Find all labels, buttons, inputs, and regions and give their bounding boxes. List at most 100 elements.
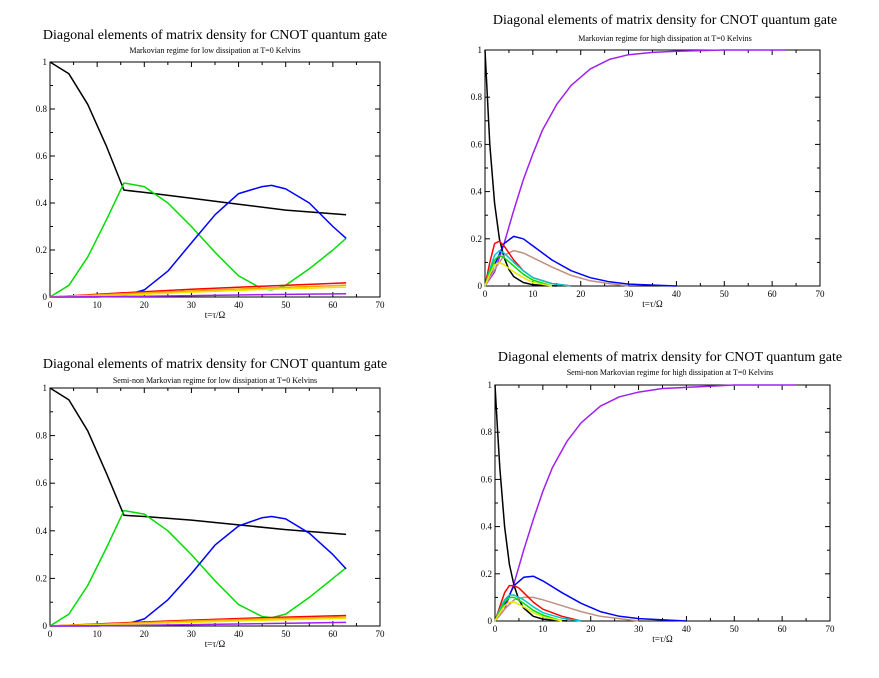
- x-axis-label: t=τ/Ω: [205, 639, 226, 649]
- y-tick-label: 1: [43, 383, 48, 393]
- x-tick-label: 20: [576, 289, 586, 299]
- x-tick-label: 60: [768, 289, 778, 299]
- x-tick-label: 70: [826, 624, 836, 634]
- x-tick-label: 20: [586, 624, 596, 634]
- x-tick-label: 20: [140, 629, 150, 639]
- x-tick-label: 40: [682, 624, 692, 634]
- series-line-purple: [494, 384, 796, 622]
- series-line-black: [49, 61, 347, 216]
- chart-panel-semi-non-markovian-low: Diagonal elements of matrix density for …: [0, 340, 420, 675]
- x-tick-label: 40: [672, 289, 682, 299]
- y-tick-label: 1: [43, 57, 48, 67]
- chart-subtitle: Semi-non Markovian regime for high dissi…: [566, 368, 774, 377]
- y-tick-label: 0: [43, 292, 48, 302]
- plot-frame: [49, 61, 381, 298]
- y-tick-label: 0.6: [471, 139, 483, 149]
- y-tick-label: 0.6: [36, 151, 48, 161]
- y-tick-label: 0.6: [36, 478, 48, 488]
- plot-frame: [494, 384, 831, 622]
- chart-title: Diagonal elements of matrix density for …: [42, 28, 388, 43]
- series-line-cyan: [494, 594, 582, 622]
- series-line-yellow: [494, 601, 563, 622]
- y-tick-label: 0.4: [471, 187, 483, 197]
- y-tick-label: 0.4: [481, 522, 493, 532]
- series-line-purple: [484, 49, 786, 287]
- chart-subtitle: Markovian regime for low dissipation at …: [129, 46, 301, 55]
- y-tick-label: 0: [43, 621, 48, 631]
- y-tick-label: 0.6: [481, 474, 493, 484]
- x-tick-label: 20: [140, 300, 150, 310]
- series-line-yellow: [484, 261, 553, 287]
- x-tick-label: 60: [778, 624, 788, 634]
- chart-panel-markovian-low: Diagonal elements of matrix density for …: [0, 0, 420, 330]
- series-line-red: [494, 584, 582, 622]
- y-tick-label: 1: [478, 45, 483, 55]
- series-line-violet: [49, 621, 347, 627]
- series-line-green: [49, 509, 347, 627]
- series-line-blue: [484, 235, 677, 287]
- y-tick-label: 0.4: [36, 198, 48, 208]
- chart-svg: 0 10 20 30 40 50 60 70 t=τ/Ω 0 0.2 0.4 0.6 0.8 1: [36, 57, 386, 320]
- x-tick-label: 60: [328, 300, 338, 310]
- series-line-green: [494, 596, 563, 622]
- x-tick-label: 30: [624, 289, 634, 299]
- series-line-yellow: [49, 617, 347, 627]
- x-tick-label: 0: [483, 289, 488, 299]
- x-tick-label: 10: [538, 624, 548, 634]
- series-line-violet: [49, 292, 347, 298]
- x-axis-label: t=τ/Ω: [642, 299, 663, 309]
- chart-subtitle: Semi-non Markovian regime for low dissip…: [112, 376, 318, 385]
- y-tick-label: 0.2: [36, 245, 47, 255]
- y-tick-label: 0.8: [481, 427, 493, 437]
- series-line-black: [484, 49, 557, 287]
- x-tick-label: 50: [720, 289, 730, 299]
- y-tick-label: 0.4: [36, 526, 48, 536]
- y-tick-label: 1: [488, 380, 493, 390]
- y-tick-label: 0.8: [36, 431, 48, 441]
- x-tick-label: 50: [730, 624, 740, 634]
- chart-title: Diagonal elements of matrix density for …: [497, 350, 843, 365]
- x-tick-label: 60: [328, 629, 338, 639]
- chart-title: Diagonal elements of matrix density for …: [492, 13, 838, 28]
- x-tick-label: 50: [281, 629, 291, 639]
- y-tick-label: 0.2: [481, 569, 492, 579]
- x-tick-label: 0: [48, 300, 53, 310]
- x-tick-label: 10: [93, 629, 103, 639]
- series-line-green: [484, 254, 553, 287]
- series-line-tan: [494, 596, 639, 622]
- series-line-blue: [50, 184, 347, 298]
- series-line-black: [49, 387, 347, 536]
- chart-svg: 0 10 20 30 40 50 60 70 t=τ/Ω 0 0.2 0.4 0.6 0.8 1: [36, 383, 386, 649]
- x-tick-label: 70: [376, 300, 386, 310]
- x-tick-label: 0: [48, 629, 53, 639]
- series-line-green: [49, 182, 347, 298]
- x-tick-label: 40: [234, 629, 244, 639]
- series-line-black: [494, 384, 567, 622]
- chart-subtitle: Markovian regime for high dissipation at…: [578, 34, 752, 43]
- x-tick-label: 50: [281, 300, 291, 310]
- x-tick-label: 10: [528, 289, 538, 299]
- x-tick-label: 70: [816, 289, 826, 299]
- y-tick-label: 0: [488, 616, 493, 626]
- x-tick-label: 30: [187, 629, 197, 639]
- series-line-blue: [494, 575, 687, 622]
- y-tick-label: 0.2: [471, 234, 482, 244]
- x-tick-label: 30: [634, 624, 644, 634]
- y-tick-label: 0.2: [36, 573, 47, 583]
- series-line-cyan: [484, 249, 572, 287]
- chart-panel-semi-non-markovian-high: Diagonal elements of matrix density for …: [440, 340, 875, 675]
- x-axis-label: t=τ/Ω: [652, 634, 673, 644]
- y-tick-label: 0.8: [471, 92, 483, 102]
- x-axis-label: t=τ/Ω: [205, 310, 226, 320]
- x-tick-label: 40: [234, 300, 244, 310]
- chart-svg: 0 10 20 30 40 50 60 70 t=τ/Ω 0 0.2 0.4 0.6 0.8 1: [471, 45, 826, 309]
- x-tick-label: 70: [376, 629, 386, 639]
- chart-panel-markovian-high: Diagonal elements of matrix density for …: [440, 0, 870, 330]
- y-tick-label: 0.8: [36, 104, 48, 114]
- plot-frame: [49, 387, 381, 627]
- x-tick-label: 0: [493, 624, 498, 634]
- plot-frame: [484, 49, 821, 287]
- x-tick-label: 30: [187, 300, 197, 310]
- series-line-yellow: [49, 286, 347, 298]
- series-line-orange: [49, 284, 347, 298]
